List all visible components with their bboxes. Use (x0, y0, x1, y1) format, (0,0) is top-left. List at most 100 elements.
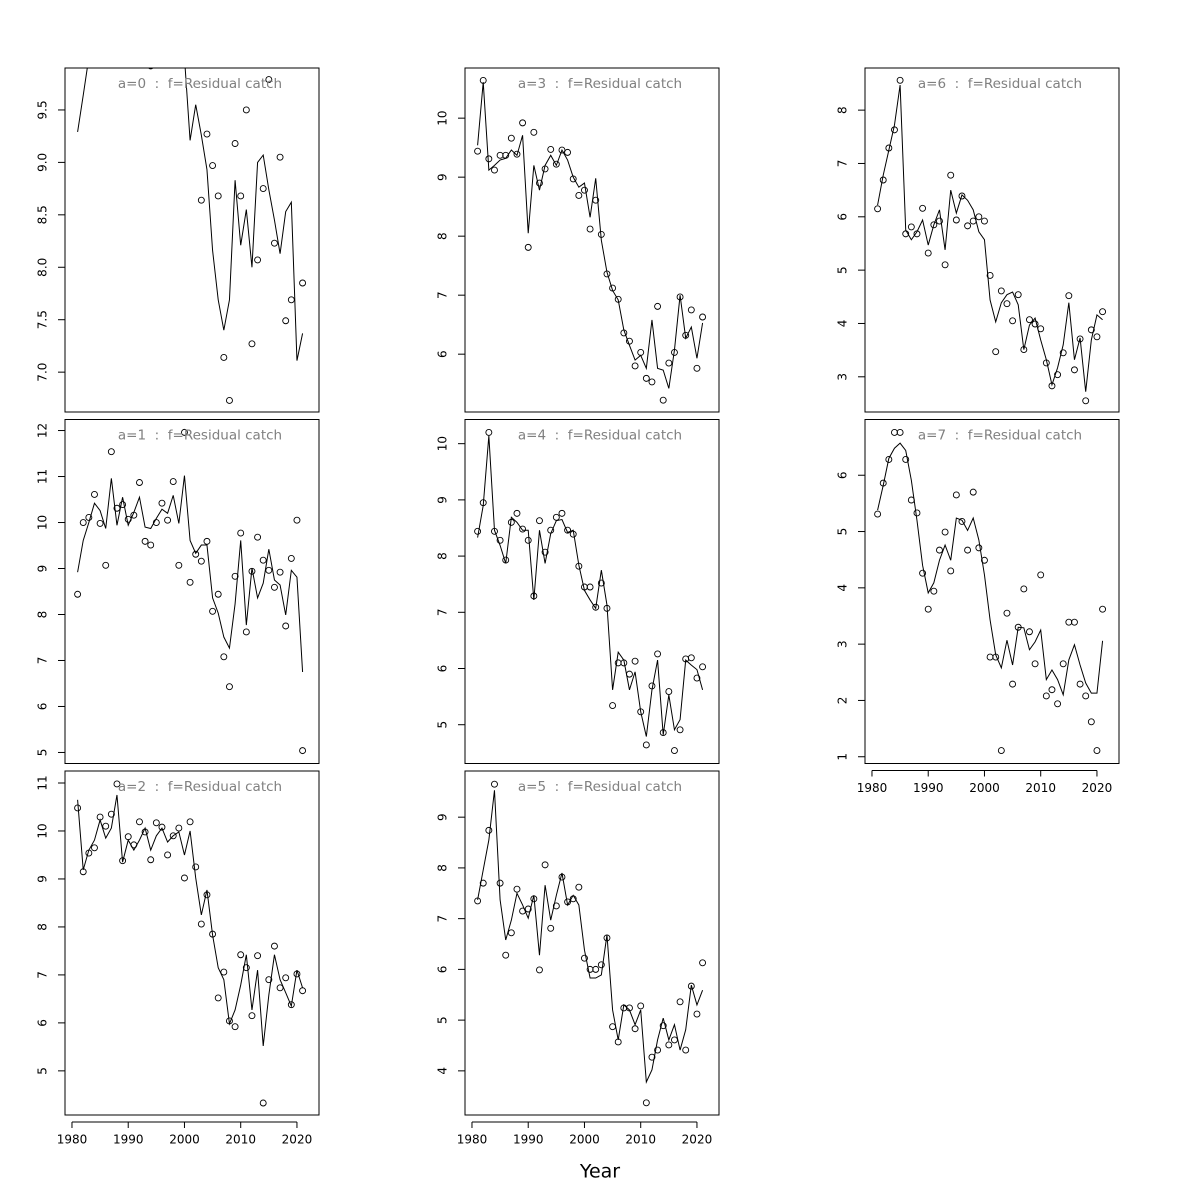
observed-point (693, 364, 701, 372)
observed-point (131, 34, 137, 40)
observed-point (1071, 366, 1078, 374)
observed-point (687, 654, 695, 662)
y-tick-label: 10 (36, 823, 50, 838)
observed-point (575, 562, 583, 570)
y-tick-label: 4 (836, 320, 850, 328)
y-tick-label: 8.0 (36, 258, 50, 277)
y-tick-label: 4 (436, 1067, 450, 1075)
plot-area (874, 428, 1107, 755)
observed-point (986, 272, 994, 279)
plot-area (77, 23, 307, 404)
observed-point (91, 844, 98, 852)
observed-point (930, 587, 938, 595)
x-tick-label: 1980 (857, 781, 888, 795)
observed-point (271, 942, 278, 950)
y-tick-label: 7 (36, 657, 50, 665)
observed-point (141, 537, 149, 545)
observed-point (693, 674, 701, 682)
observed-point (299, 279, 307, 287)
panel-title: a=2 : f=Residual catch (118, 779, 282, 795)
observed-point (282, 622, 290, 630)
observed-point (654, 650, 662, 658)
observed-point (519, 119, 527, 127)
observed-point (141, 828, 149, 836)
observed-point (265, 976, 273, 984)
observed-point (975, 213, 983, 221)
observed-point (885, 144, 893, 152)
observed-point (637, 1002, 645, 1010)
observed-point (97, 34, 103, 40)
observed-point (603, 604, 611, 612)
observed-point (992, 653, 1000, 661)
y-tick-label: 7 (836, 160, 850, 168)
observed-point (474, 897, 482, 905)
observed-point (642, 374, 650, 382)
observed-point (265, 76, 273, 83)
observed-point (193, 34, 199, 40)
observed-point (902, 456, 910, 463)
observed-point (1009, 680, 1017, 688)
observed-point (626, 670, 633, 678)
observed-point (231, 1023, 239, 1031)
observed-point (1099, 308, 1107, 316)
observed-point (597, 579, 605, 587)
observed-point (524, 243, 532, 251)
observed-point (293, 970, 301, 978)
observed-point (107, 448, 115, 456)
observed-point (913, 230, 921, 238)
observed-point (153, 44, 159, 50)
observed-point (530, 895, 538, 903)
y-tick-label: 7.0 (36, 363, 50, 382)
observed-point (1054, 371, 1062, 379)
y-tick-label: 6 (36, 703, 50, 711)
observed-point (113, 504, 121, 512)
observed-point (287, 554, 295, 562)
observed-point (169, 832, 177, 840)
observed-point (259, 1099, 267, 1107)
observed-point (271, 239, 278, 247)
observed-point (603, 934, 611, 942)
observed-point (671, 348, 678, 356)
observed-point (1020, 346, 1028, 354)
observed-point (86, 23, 92, 29)
y-tick-label: 8 (36, 923, 50, 931)
observed-point (997, 287, 1005, 295)
observed-point (552, 160, 560, 168)
observed-point (885, 456, 893, 463)
plot-area (474, 76, 707, 404)
y-tick-label: 3 (836, 640, 850, 648)
observed-point (687, 982, 695, 990)
observed-point (558, 146, 566, 154)
y-tick-label: 5 (36, 1067, 50, 1075)
observed-point (958, 192, 966, 200)
observed-point (96, 519, 104, 527)
observed-point (631, 362, 639, 370)
observed-point (197, 557, 205, 565)
observed-point (564, 526, 572, 534)
fitted-line (77, 68, 304, 361)
observed-point (626, 337, 633, 345)
panel-frame (64, 419, 320, 764)
observed-point (502, 556, 510, 564)
x-tick-label: 2020 (282, 1133, 313, 1147)
observed-point (169, 478, 177, 486)
observed-point (203, 130, 211, 138)
observed-point (491, 166, 498, 174)
observed-point (592, 603, 600, 611)
observed-point (496, 879, 504, 887)
observed-point (485, 428, 493, 436)
y-tick-label: 7 (436, 608, 450, 616)
x-tick-label: 2000 (569, 1133, 600, 1147)
plot-area (874, 76, 1107, 405)
observed-point (1065, 618, 1073, 626)
observed-point (671, 747, 678, 755)
observed-point (136, 479, 143, 486)
y-tick-label: 9 (436, 496, 450, 504)
observed-point (564, 898, 572, 906)
observed-point (1065, 292, 1073, 300)
observed-point (597, 961, 605, 969)
observed-point (981, 556, 988, 564)
observed-point (496, 151, 504, 159)
observed-point (513, 885, 521, 893)
observed-point (79, 868, 87, 876)
